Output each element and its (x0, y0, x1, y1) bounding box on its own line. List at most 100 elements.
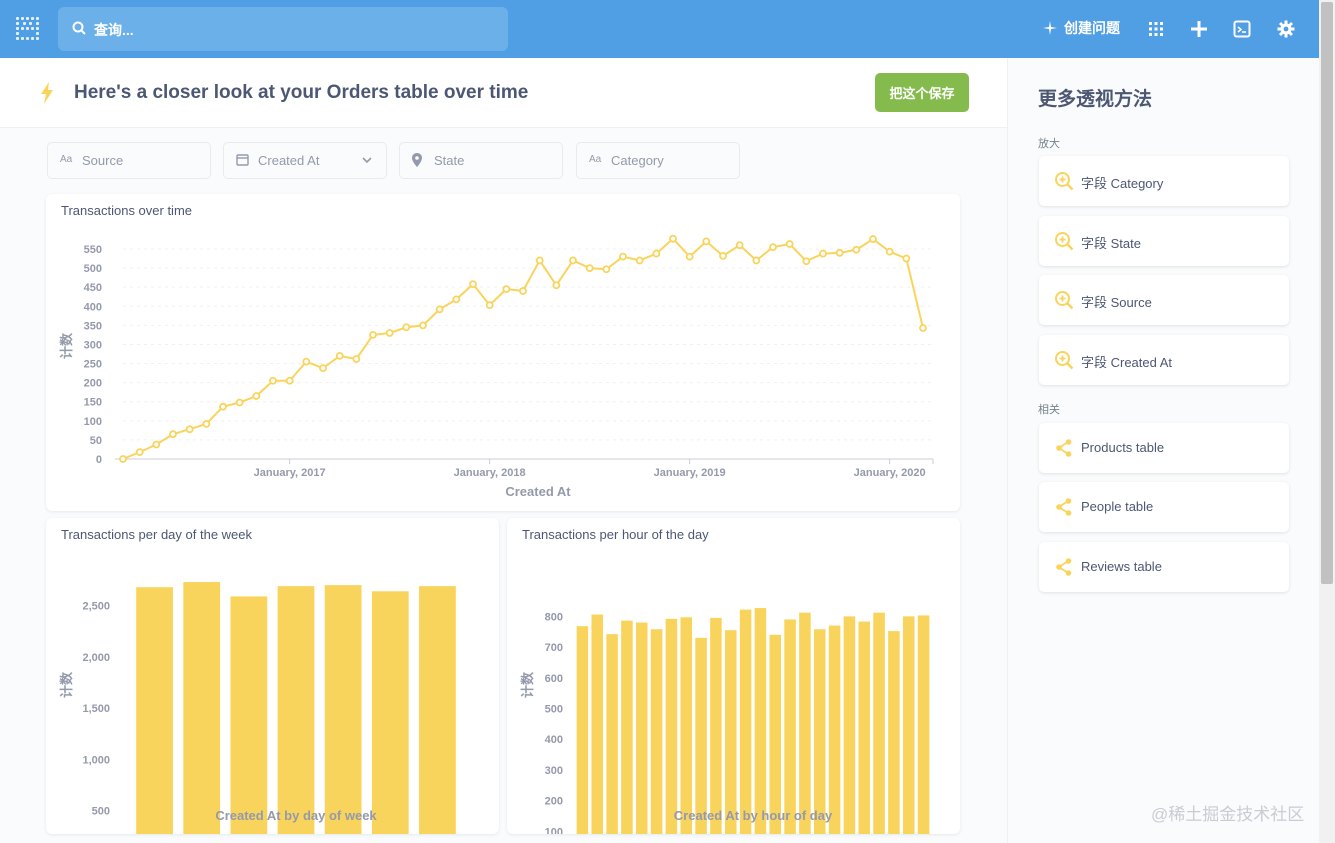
x-axis-title: Created At by day of week (215, 808, 377, 823)
filter-label: Created At (258, 153, 320, 168)
logo-dot (21, 37, 24, 40)
logo-dot (36, 27, 39, 30)
bar (621, 620, 633, 834)
y-tick-label: 250 (84, 359, 102, 371)
logo-dot (16, 37, 19, 40)
card-title: Transactions per hour of the day (522, 527, 709, 542)
zoom-item-label: 字段 Category (1081, 176, 1164, 191)
filter-source[interactable]: Aa Source (47, 142, 211, 179)
filter-label: Category (611, 153, 664, 168)
vertical-scrollbar[interactable] (1319, 0, 1335, 843)
y-axis-title: 计数 (520, 671, 536, 698)
data-point (352, 355, 361, 363)
logo-dot (16, 22, 19, 25)
text-type-icon: Aa (589, 154, 602, 165)
zoom-item-category[interactable]: 字段 Category (1039, 156, 1289, 206)
data-point (552, 281, 561, 290)
data-point (519, 287, 527, 295)
logo-dot (29, 22, 32, 25)
y-tick-label: 200 (545, 796, 563, 808)
bar (754, 608, 767, 834)
y-tick-label: 300 (545, 765, 563, 777)
filter-state[interactable]: State (399, 142, 563, 179)
sql-editor-icon[interactable] (1232, 19, 1252, 39)
x-tick-label: January, 2018 (454, 467, 526, 479)
bar (858, 621, 871, 834)
data-point (569, 256, 577, 265)
logo-dot (16, 17, 19, 20)
line-chart[interactable]: 0 50 100 150 200 250 300 350 400 450 500 550 January… (46, 194, 960, 511)
logo-dot (16, 32, 19, 35)
y-tick-label: 2,500 (82, 601, 110, 613)
data-point (319, 364, 327, 373)
y-tick-label: 350 (84, 320, 102, 332)
data-point (335, 352, 344, 360)
y-tick-label: 200 (84, 378, 102, 390)
y-tick-label: 500 (545, 703, 563, 715)
bar (371, 591, 409, 834)
data-point (185, 425, 194, 434)
related-section-label: 相关 (1038, 404, 1060, 416)
bar (665, 618, 678, 834)
top-navbar: 查询... 创建问题 (0, 0, 1319, 58)
new-question-button[interactable]: 创建问题 (1042, 18, 1120, 38)
grid-icon[interactable] (1146, 19, 1166, 39)
data-point (252, 392, 261, 400)
related-reviews-table[interactable]: Reviews table (1039, 542, 1289, 592)
related-products-table[interactable]: Products table (1039, 423, 1289, 473)
bar (230, 596, 268, 834)
y-tick-label: 300 (84, 339, 102, 351)
card-title: Transactions per day of the week (61, 527, 253, 542)
y-tick-label: 400 (84, 301, 102, 313)
bar (784, 619, 796, 834)
zoom-item-created-at[interactable]: 字段 Created At (1039, 335, 1289, 385)
y-tick-label: 800 (545, 611, 563, 623)
more-ways-sidebar: 更多透视方法 放大 字段 Category 字段 State 字段 Source… (1007, 58, 1319, 843)
y-tick-label: 2,000 (82, 652, 110, 664)
y-tick-label: 0 (96, 454, 102, 466)
data-point (402, 323, 411, 332)
save-button[interactable]: 把这个保存 (875, 73, 969, 112)
line-chart-card[interactable]: Transactions over time 0 50 100 150 200 250 30… (46, 194, 960, 511)
y-tick-label: 50 (90, 435, 102, 447)
related-people-table[interactable]: People table (1039, 482, 1289, 532)
bar (650, 629, 663, 834)
filter-category[interactable]: Aa Category (576, 142, 740, 179)
hour-bar-chart-card[interactable]: Transactions per hour of the day 0100200… (507, 518, 960, 834)
bar (813, 629, 826, 834)
data-point (619, 252, 627, 261)
bar (888, 631, 900, 834)
data-point (385, 329, 394, 337)
data-point (269, 376, 277, 385)
bar (739, 609, 752, 834)
week-bar-chart-card[interactable]: Transactions per day of the week 05001,0… (46, 518, 499, 834)
data-point (285, 376, 294, 385)
bar (710, 617, 722, 834)
related-item-label: People table (1081, 499, 1154, 514)
logo-dot (16, 27, 19, 30)
plus-icon[interactable] (1189, 19, 1209, 39)
main-content: Here's a closer look at your Orders tabl… (0, 58, 1007, 843)
scrollbar-thumb[interactable] (1321, 2, 1333, 584)
metabase-logo-icon[interactable] (16, 17, 42, 41)
x-axis-title: Created At by hour of day (674, 808, 833, 823)
gear-icon[interactable] (1276, 19, 1296, 39)
data-point (902, 254, 911, 263)
hour-bar-chart[interactable]: 0100200300400500600700800Created At by h… (507, 518, 960, 834)
card-title: Transactions over time (61, 203, 193, 218)
search-icon (72, 21, 86, 35)
y-tick-label: 550 (84, 244, 102, 256)
logo-dot (31, 37, 34, 40)
data-point (219, 402, 227, 411)
y-tick-label: 600 (545, 673, 563, 685)
bolt-icon (41, 82, 53, 104)
zoom-item-state[interactable]: 字段 State (1039, 216, 1289, 266)
related-item-label: Reviews table (1081, 559, 1162, 574)
bar (277, 586, 315, 834)
zoom-item-source[interactable]: 字段 Source (1039, 275, 1289, 325)
bar (843, 616, 856, 834)
search-bar[interactable]: 查询... (58, 7, 508, 51)
filter-created-at[interactable]: Created At (223, 142, 387, 179)
sparkle-icon (1043, 21, 1057, 35)
